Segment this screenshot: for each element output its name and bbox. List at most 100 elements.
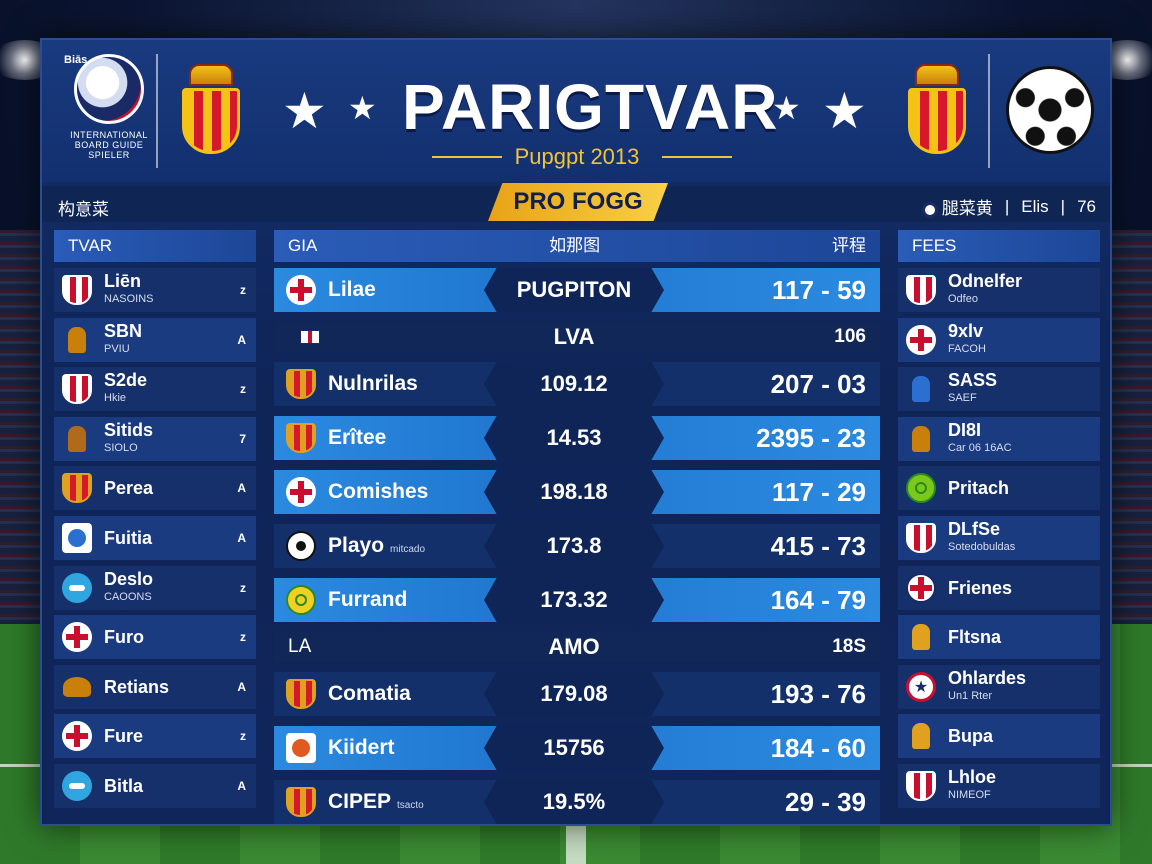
cross-icon [286, 477, 316, 507]
subbar-right-item[interactable]: 腿菜黄 [921, 194, 993, 219]
match-team-name: LA [288, 636, 312, 657]
match-value: 173.32 [484, 578, 664, 622]
team-name: Furo [104, 627, 144, 648]
left-team-row[interactable]: Sitids SIOLO 7 [54, 416, 256, 461]
figure-icon [906, 374, 936, 404]
match-row[interactable]: Erîtee 14.53 2395 - 23 [274, 416, 880, 460]
right-team-row[interactable]: DI8I Car 06 16AC [898, 416, 1100, 461]
right-team-row[interactable]: Odnelfer Odfeo [898, 268, 1100, 312]
crest-icon [286, 369, 316, 399]
mid-header-left: GIA [288, 236, 318, 255]
match-row[interactable]: Comatia 179.08 193 - 76 [274, 672, 880, 716]
union-icon [906, 572, 936, 603]
right-team-row[interactable]: ★ Ohlardes Un1 Rter [898, 664, 1100, 709]
header-divider [988, 54, 990, 168]
match-team-name: Erîtee [328, 426, 387, 449]
star-icon: ★ [282, 83, 327, 139]
subbar-right-group: 腿菜黄 | Elis | 76 [921, 194, 1096, 219]
left-team-row[interactable]: Perea A [54, 466, 256, 511]
right-column: FEES Odnelfer Odfeo 9xlv FACOH SASS SAEF DI8I C… [898, 230, 1100, 814]
right-team-row[interactable]: Bupa [898, 714, 1100, 759]
match-value: 19.5% [484, 780, 664, 824]
team-subtitle: Hkie [104, 392, 127, 405]
left-team-row[interactable]: SBN PVIU A [54, 317, 256, 362]
left-team-row[interactable]: Retians A [54, 664, 256, 709]
right-team-row[interactable]: Frienes [898, 565, 1100, 610]
match-score: 193 - 76 [770, 678, 866, 709]
match-score: 117 - 29 [772, 476, 866, 507]
separator: | [1060, 196, 1066, 216]
match-score: 207 - 03 [770, 368, 866, 399]
team-name: DLfSe Sotedobuldas [948, 518, 1016, 553]
match-team-name: Comishes [328, 480, 429, 503]
team-subtitle: NASOINS [104, 293, 154, 305]
globe-icon [921, 201, 938, 218]
left-team-row[interactable]: Deslo CAOONS z [54, 565, 256, 610]
match-score: 184 - 60 [770, 732, 866, 763]
team-name: S2de Hkie [104, 370, 148, 405]
left-team-row[interactable]: Fuitia A [54, 515, 256, 560]
team-name: Pritach [948, 478, 1010, 499]
crest-icon [62, 473, 92, 504]
match-row[interactable]: CIPEP tsacto 19.5% 29 - 39 [274, 780, 880, 824]
match-row[interactable]: Comishes 198.18 117 - 29 [274, 470, 880, 514]
match-team-note: mitcado [390, 544, 426, 555]
subbar-right-item[interactable]: Elis [1021, 196, 1049, 216]
match-row[interactable]: LVA 106 [274, 322, 880, 352]
right-team-row[interactable]: DLfSe Sotedobuldas [898, 515, 1100, 560]
badge-icon [286, 733, 316, 763]
figure-icon [62, 424, 92, 454]
bird-icon [62, 770, 92, 801]
team-subtitle: Odfeo [948, 293, 978, 305]
match-value: PUGPITON [484, 268, 664, 312]
right-column-header: FEES [898, 230, 1100, 262]
pro-badge[interactable]: PRO FOGG [488, 183, 668, 221]
match-row[interactable]: Playo mitcado 173.8 415 - 73 [274, 524, 880, 568]
left-team-row[interactable]: Bitla A [54, 763, 256, 808]
left-team-row[interactable]: Liēn NASOINS z [54, 268, 256, 312]
crest-left-icon [182, 64, 240, 156]
team-value: z [240, 630, 246, 645]
star-icon: ★ [772, 90, 801, 126]
shield-stripes-icon [62, 374, 92, 405]
crest-icon [286, 787, 316, 817]
figure-icon [906, 622, 936, 652]
match-row[interactable]: LA AMO 18S [274, 632, 880, 662]
team-value: z [240, 580, 246, 595]
match-value: AMO [548, 634, 600, 659]
shield-stripes-icon [906, 275, 936, 305]
right-team-row[interactable]: Pritach [898, 466, 1100, 511]
team-name: Ohlardes Un1 Rter [948, 667, 1027, 702]
ring-icon [906, 473, 936, 504]
match-team-name: Nulnrilas [328, 372, 418, 395]
left-team-row[interactable]: Furo z [54, 615, 256, 660]
left-team-row[interactable]: Fure z [54, 714, 256, 759]
league-logo: Biās INTERNATIONAL BOARD GUIDE SPIELER [54, 50, 164, 172]
match-row[interactable]: Kiidert 15756 184 - 60 [274, 726, 880, 770]
logo-top-text: Biās [64, 54, 88, 66]
match-score: 164 - 79 [770, 584, 866, 615]
team-name: Fuitia [104, 527, 152, 548]
mid-header-mid: 如那图 [549, 236, 601, 255]
right-team-row[interactable]: SASS SAEF [898, 367, 1100, 412]
crest-icon [286, 679, 316, 709]
left-column: TVAR Liēn NASOINS z SBN PVIU A S2de Hkie z Sitids… [54, 230, 256, 814]
shield-stripes-icon [906, 770, 936, 801]
match-value: 15756 [484, 726, 664, 770]
right-team-row[interactable]: Lhloe NIMEOF [898, 763, 1100, 808]
right-team-row[interactable]: 9xlv FACOH [898, 317, 1100, 362]
team-value: z [240, 729, 246, 744]
match-score: 18S [832, 636, 866, 657]
team-name: Bitla [104, 775, 144, 796]
match-row[interactable]: Furrand 173.32 164 - 79 [274, 578, 880, 622]
subbar-right-item[interactable]: 76 [1077, 196, 1096, 216]
match-row[interactable]: Nulnrilas 109.12 207 - 03 [274, 362, 880, 406]
star-icon: ★ [348, 90, 377, 126]
match-score: 117 - 59 [772, 274, 866, 305]
figure-icon [62, 325, 92, 355]
right-team-row[interactable]: Fltsna [898, 615, 1100, 660]
left-team-row[interactable]: S2de Hkie z [54, 367, 256, 412]
team-name: SASS SAEF [948, 370, 998, 405]
match-row[interactable]: Lilae PUGPITON 117 - 59 [274, 268, 880, 312]
ring-icon [286, 585, 316, 615]
